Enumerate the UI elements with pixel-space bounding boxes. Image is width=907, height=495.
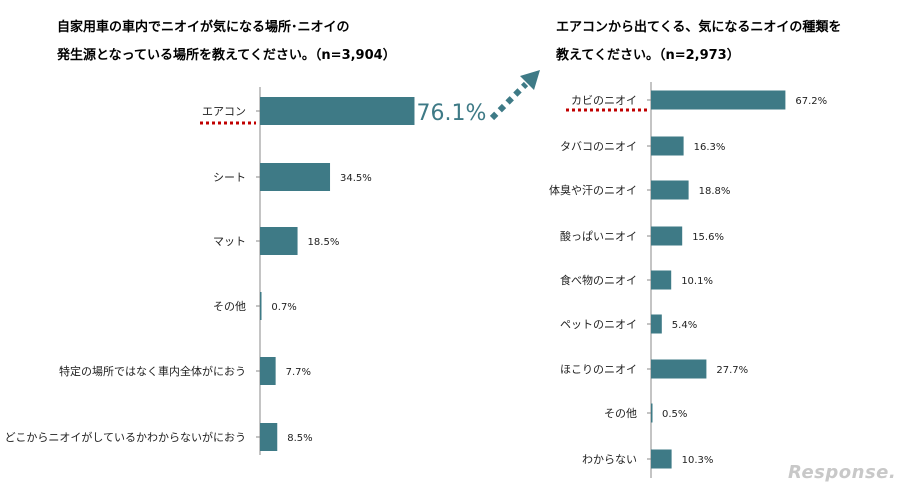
- left-category-label: どこからニオイがしているかわからないがにおう: [5, 430, 246, 444]
- left-bar: [260, 163, 331, 191]
- left-category-label: マット: [213, 235, 246, 248]
- right-category-label: 酸っぱいニオイ: [560, 229, 637, 243]
- left-category-label: 特定の場所ではなく車内全体がにおう: [59, 364, 246, 378]
- right-value-label: 67.2%: [795, 96, 827, 107]
- right-category-label: ほこりのニオイ: [560, 363, 637, 376]
- right-value-label: 27.7%: [716, 365, 748, 376]
- left-bar: [260, 423, 278, 451]
- left-title-line1: 自家用車の車内でニオイが気になる場所･ニオイの: [57, 20, 350, 35]
- left-value-label: 7.7%: [286, 367, 311, 378]
- right-category-label: 体臭や汗のニオイ: [549, 183, 637, 197]
- connector-arrow-head: [520, 70, 540, 90]
- left-category-label: シート: [213, 171, 246, 184]
- response-logo: Response.: [788, 462, 897, 483]
- right-value-label: 16.3%: [694, 142, 726, 153]
- right-category-label: 食べ物のニオイ: [560, 273, 637, 287]
- right-category-label: タバコのニオイ: [560, 140, 637, 153]
- right-chart-title: エアコンから出てくる、気になるニオイの種類を 教えてください。（n=2,973）: [556, 14, 841, 70]
- left-chart-title: 自家用車の車内でニオイが気になる場所･ニオイの 発生源となっている場所を教えてく…: [57, 14, 396, 70]
- right-bar: [651, 180, 689, 200]
- left-category-label: その他: [213, 300, 246, 313]
- right-title-line1: エアコンから出てくる、気になるニオイの種類を: [556, 20, 842, 35]
- right-bar: [651, 136, 684, 156]
- right-value-label: 18.8%: [699, 186, 731, 197]
- left-category-label: エアコン: [202, 105, 246, 118]
- right-title-line2: 教えてください。（n=2,973）: [556, 48, 740, 63]
- right-value-label: 0.5%: [662, 409, 687, 420]
- left-value-label: 0.7%: [271, 302, 296, 313]
- left-bar: [260, 292, 262, 320]
- right-bar: [651, 270, 672, 290]
- right-value-label: 15.6%: [692, 232, 724, 243]
- right-bar: [651, 90, 786, 110]
- right-category-label: カビのニオイ: [571, 94, 637, 107]
- right-bar: [651, 403, 653, 423]
- left-value-label: 76.1%: [416, 101, 486, 126]
- right-value-label: 5.4%: [672, 320, 697, 331]
- right-category-label: わからない: [582, 453, 637, 466]
- left-bar: [260, 357, 276, 385]
- right-value-label: 10.3%: [682, 455, 714, 466]
- left-bar: [260, 227, 298, 255]
- left-value-label: 18.5%: [308, 237, 340, 248]
- left-bar: [260, 97, 415, 125]
- left-value-label: 34.5%: [340, 173, 372, 184]
- right-category-label: ペットのニオイ: [560, 318, 637, 331]
- right-bar: [651, 449, 672, 469]
- left-title-line2: 発生源となっている場所を教えてください。（n=3,904）: [57, 48, 396, 63]
- right-bar: [651, 359, 707, 379]
- connector-arrow-shaft: [489, 81, 529, 121]
- left-value-label: 8.5%: [287, 433, 312, 444]
- right-value-label: 10.1%: [681, 276, 713, 287]
- right-bar: [651, 314, 662, 334]
- right-bar: [651, 226, 683, 246]
- right-category-label: その他: [604, 407, 637, 420]
